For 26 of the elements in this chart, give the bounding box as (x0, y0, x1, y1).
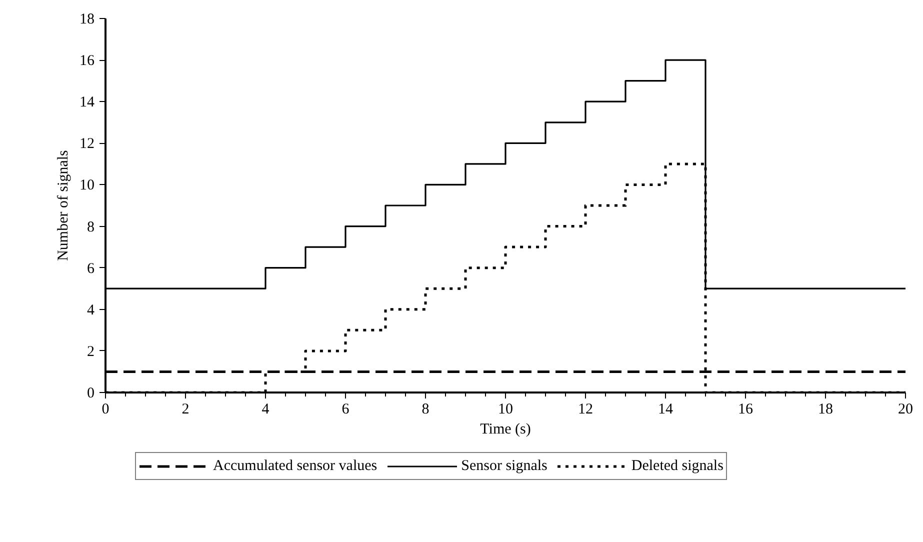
x-tick-label: 0 (102, 402, 110, 418)
x-tick-label: 8 (422, 402, 430, 418)
y-tick-label: 12 (80, 136, 94, 152)
x-tick-label: 12 (578, 402, 593, 418)
y-tick-label: 0 (87, 386, 94, 402)
y-tick-label: 10 (80, 178, 94, 194)
y-tick-label: 18 (80, 12, 94, 28)
y-axis-title: Number of signals (56, 150, 72, 261)
x-tick-label: 2 (182, 402, 190, 418)
x-tick-label: 20 (898, 402, 913, 418)
y-tick-label: 6 (87, 260, 95, 277)
y-tick-label: 2 (87, 344, 94, 360)
legend-label: Sensor signals (461, 458, 548, 474)
legend-label: Accumulated sensor values (213, 458, 378, 474)
x-axis-title: Time (s) (480, 422, 531, 438)
y-tick-label: 8 (87, 219, 94, 236)
y-tick-label: 16 (80, 53, 95, 70)
x-tick-label: 16 (738, 402, 754, 418)
x-tick-label: 4 (262, 402, 270, 418)
x-tick-label: 18 (818, 402, 833, 418)
y-tick-label: 4 (87, 302, 95, 318)
x-tick-label: 10 (498, 402, 513, 418)
x-tick-label: 14 (658, 402, 674, 418)
x-tick-label: 6 (342, 402, 350, 418)
y-tick-label: 14 (80, 94, 95, 111)
legend-label: Deleted signals (631, 458, 724, 474)
